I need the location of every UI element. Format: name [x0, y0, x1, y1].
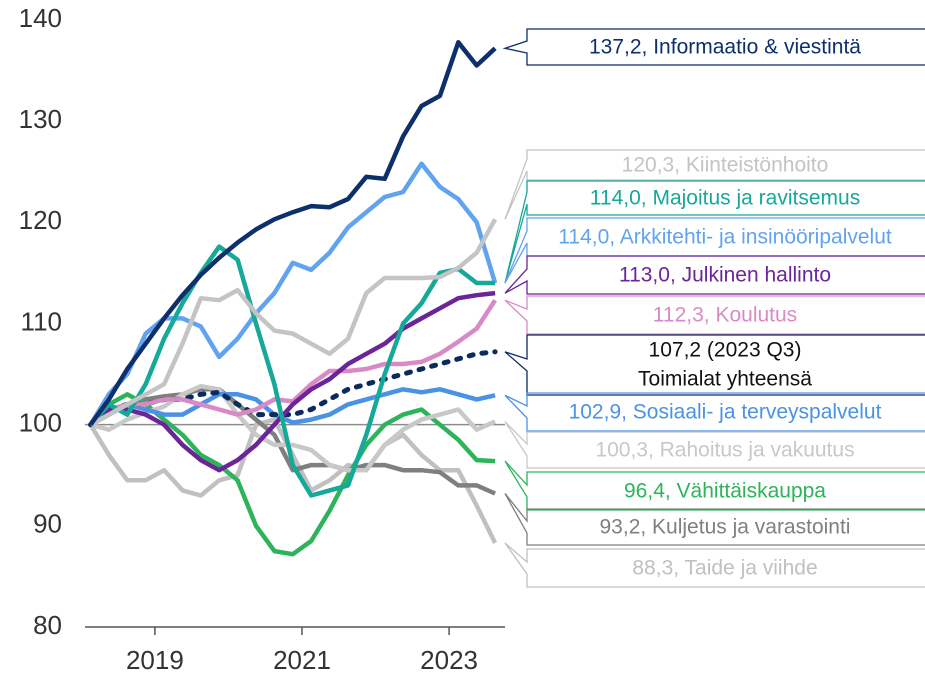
- legend-label: 114,0, Majoitus ja ravitsemus: [590, 187, 860, 210]
- series-line: [88, 161, 498, 426]
- callout-box: [504, 493, 925, 546]
- legend-label: 137,2, Informaatio & viestintä: [589, 36, 861, 59]
- legend-label: Toimialat yhteensä: [638, 368, 812, 391]
- legend-label: 114,0, Arkkitehti- ja insinööripalvelut: [558, 226, 892, 249]
- series-line: [89, 383, 497, 473]
- series-line: [89, 290, 496, 473]
- y-tick-label: 100: [19, 408, 62, 438]
- legend-label: 102,9, Sosiaali- ja terveyspalvelut: [569, 401, 882, 424]
- legend-label: 100,3, Rahoitus ja vakuutus: [595, 439, 854, 462]
- legend-label: 112,3, Koulutus: [653, 304, 797, 327]
- callout-box: [504, 421, 925, 469]
- callout-annotation: 107,2 (2023 Q3): [649, 339, 802, 362]
- series-line: [88, 417, 498, 544]
- y-tick-label: 80: [33, 610, 62, 640]
- legend-label: 93,2, Kuljetus ja varastointi: [600, 516, 851, 539]
- series-line: [88, 40, 497, 427]
- y-tick-label: 110: [21, 306, 62, 336]
- callout-box: [504, 392, 925, 432]
- legend-label: 113,0, Julkinen hallinto: [619, 264, 831, 287]
- y-tick-label: 140: [19, 3, 62, 33]
- x-tick-label: 2021: [273, 645, 331, 674]
- y-tick-label: 120: [19, 205, 62, 235]
- series-line: [89, 298, 497, 427]
- y-tick-label: 130: [19, 104, 62, 134]
- legend-label: 96,4, Vähittäiskauppa: [624, 480, 826, 503]
- legend-label: 88,3, Taide ja viihde: [632, 557, 817, 580]
- series-line: [89, 218, 498, 427]
- callout-box: [504, 255, 925, 295]
- y-tick-label: 90: [33, 509, 62, 539]
- callout-box: [504, 295, 925, 335]
- x-tick-label: 2019: [126, 645, 184, 674]
- series-line: [89, 387, 496, 427]
- series-line: [88, 244, 496, 498]
- legend-label: 120,3, Kiinteistönhoito: [622, 154, 829, 177]
- x-tick-label: 2023: [420, 645, 478, 674]
- callout-box: [504, 149, 925, 220]
- series-line: [89, 387, 497, 496]
- callout-box: [504, 542, 925, 588]
- callout-box: [502, 28, 925, 66]
